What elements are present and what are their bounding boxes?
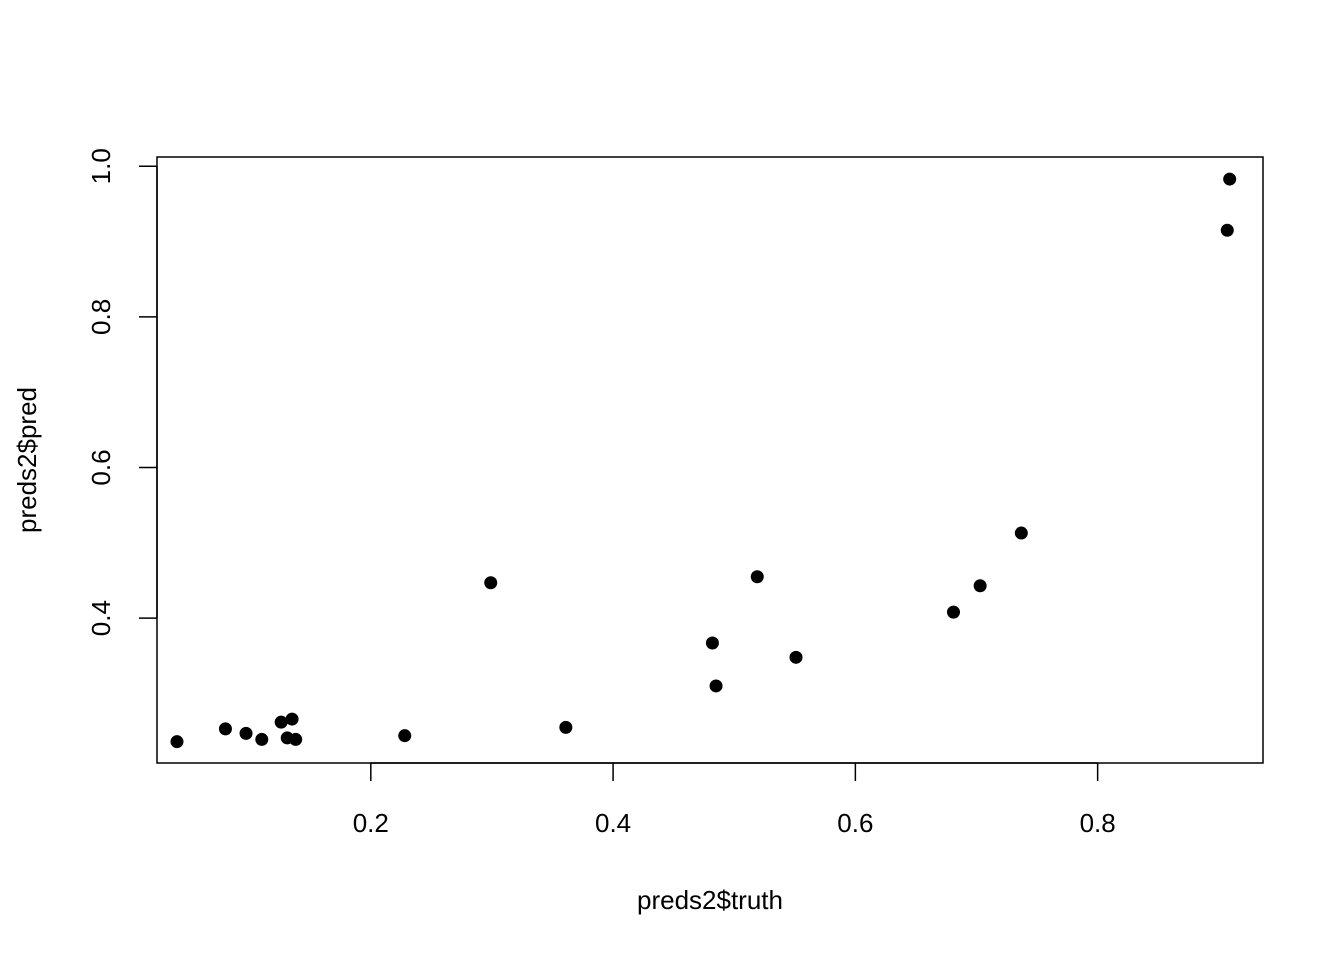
data-point — [255, 732, 269, 746]
data-point — [750, 570, 764, 584]
data-point — [170, 735, 184, 749]
y-tick-label: 0.6 — [86, 449, 116, 485]
x-tick-label: 0.4 — [595, 808, 631, 838]
data-point — [1220, 223, 1234, 237]
data-point — [239, 726, 253, 740]
data-point — [709, 679, 723, 693]
data-point — [274, 715, 288, 729]
data-point — [218, 722, 232, 736]
x-axis: 0.2 0.4 0.6 0.8 — [353, 762, 1116, 838]
data-point — [559, 720, 573, 734]
x-tick-label: 0.8 — [1080, 808, 1116, 838]
data-point — [285, 712, 299, 726]
data-point — [1223, 172, 1237, 186]
plot-box — [156, 156, 1264, 764]
data-point — [789, 650, 803, 664]
y-tick-label: 0.8 — [86, 299, 116, 335]
data-point — [973, 579, 987, 593]
y-tick-label: 1.0 — [86, 148, 116, 184]
data-point — [705, 636, 719, 650]
data-point — [946, 605, 960, 619]
y-tick-label: 0.4 — [86, 600, 116, 636]
x-axis-title: preds2$truth — [637, 885, 783, 915]
data-point — [1014, 526, 1028, 540]
data-point — [289, 732, 303, 746]
y-axis-title: preds2$pred — [12, 387, 42, 533]
x-tick-label: 0.6 — [837, 808, 873, 838]
data-points — [170, 172, 1237, 749]
data-point — [398, 729, 412, 743]
x-tick-label: 0.2 — [353, 808, 389, 838]
data-point — [484, 576, 498, 590]
y-axis: 0.4 0.6 0.8 1.0 — [86, 148, 158, 636]
